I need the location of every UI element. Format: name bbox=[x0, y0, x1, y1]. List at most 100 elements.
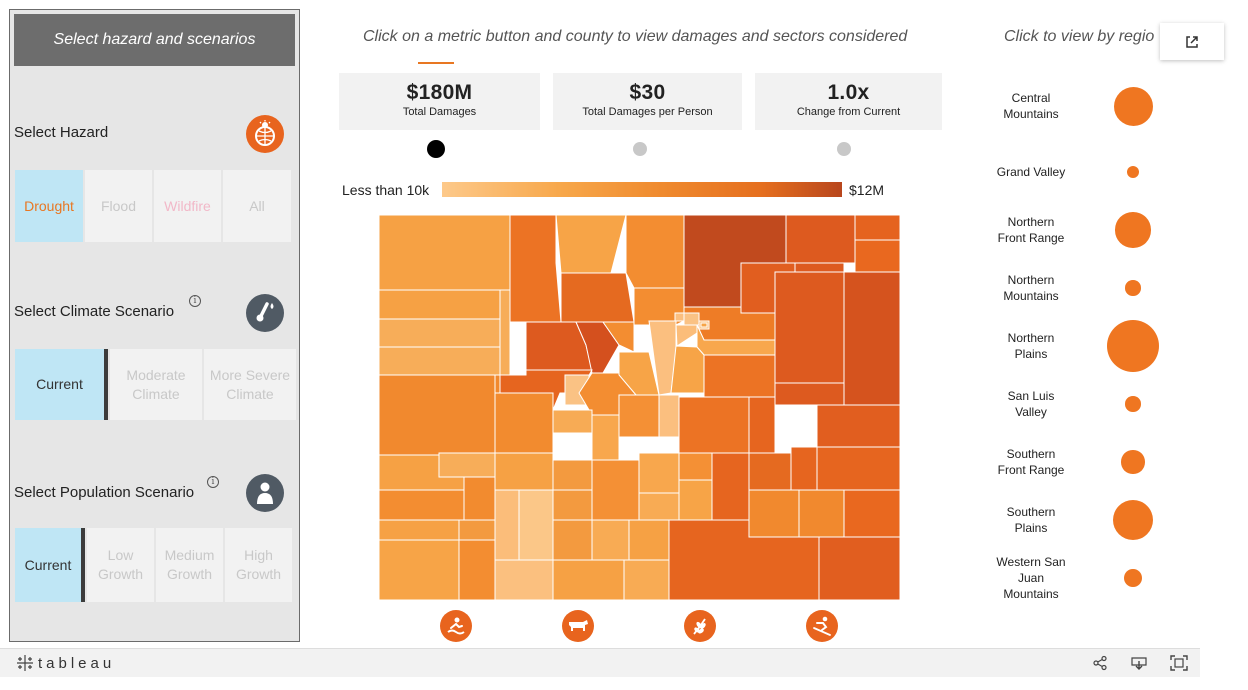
county[interactable] bbox=[458, 539, 496, 600]
share-icon[interactable] bbox=[1090, 654, 1110, 672]
county[interactable] bbox=[711, 452, 750, 521]
county[interactable] bbox=[623, 559, 670, 600]
region-bubble[interactable] bbox=[1124, 569, 1142, 587]
county[interactable] bbox=[843, 271, 900, 406]
county[interactable] bbox=[670, 345, 705, 394]
county[interactable] bbox=[379, 346, 501, 376]
county[interactable] bbox=[703, 354, 776, 398]
county[interactable] bbox=[798, 489, 845, 538]
metric-selector-dot-2[interactable] bbox=[633, 142, 647, 156]
county[interactable] bbox=[790, 446, 818, 491]
hazard-flood-button[interactable]: Flood bbox=[85, 170, 152, 242]
county[interactable] bbox=[633, 287, 685, 326]
county[interactable] bbox=[552, 559, 625, 600]
metric-selector-dot-1[interactable] bbox=[427, 140, 445, 158]
hazard-all-button[interactable]: All bbox=[223, 170, 291, 242]
county[interactable] bbox=[591, 519, 630, 561]
county[interactable] bbox=[591, 459, 640, 521]
region-bubble[interactable] bbox=[1125, 396, 1141, 412]
fullscreen-icon[interactable] bbox=[1169, 654, 1189, 672]
county[interactable] bbox=[379, 539, 460, 600]
county[interactable] bbox=[379, 519, 460, 541]
region-bubble[interactable] bbox=[1125, 280, 1141, 296]
county[interactable] bbox=[552, 409, 593, 434]
population-high-button[interactable]: High Growth bbox=[225, 528, 292, 602]
metric-selector-dot-3[interactable] bbox=[837, 142, 851, 156]
county[interactable] bbox=[625, 215, 685, 289]
county[interactable] bbox=[794, 262, 845, 273]
county[interactable] bbox=[518, 489, 554, 561]
county[interactable] bbox=[774, 271, 845, 384]
county[interactable] bbox=[509, 215, 562, 323]
county[interactable] bbox=[678, 452, 713, 481]
county[interactable] bbox=[499, 289, 511, 376]
county[interactable] bbox=[675, 324, 698, 347]
recreation-icon[interactable] bbox=[440, 610, 472, 642]
region-bubble[interactable] bbox=[1112, 499, 1153, 540]
climate-current-button[interactable]: Current bbox=[15, 349, 104, 420]
region-bubble[interactable] bbox=[1115, 212, 1151, 248]
county[interactable] bbox=[494, 452, 554, 491]
population-low-button[interactable]: Low Growth bbox=[87, 528, 154, 602]
county[interactable] bbox=[560, 272, 635, 323]
climate-severe-button[interactable]: More Severe Climate bbox=[204, 349, 296, 420]
hazard-wildfire-button[interactable]: Wildfire bbox=[154, 170, 221, 242]
climate-info-icon[interactable]: i bbox=[189, 295, 201, 307]
county[interactable] bbox=[785, 215, 856, 264]
county[interactable] bbox=[458, 519, 496, 541]
crops-icon[interactable] bbox=[684, 610, 716, 642]
county[interactable] bbox=[843, 489, 900, 538]
county[interactable] bbox=[854, 239, 900, 273]
download-icon[interactable] bbox=[1129, 654, 1149, 672]
county[interactable] bbox=[774, 382, 845, 406]
county[interactable] bbox=[816, 446, 900, 491]
open-in-new-window-button[interactable] bbox=[1160, 23, 1224, 60]
county[interactable] bbox=[748, 489, 800, 538]
colorado-county-map[interactable] bbox=[379, 215, 900, 600]
metric-change-from-current[interactable]: 1.0x Change from Current bbox=[755, 73, 942, 130]
county[interactable] bbox=[748, 452, 792, 491]
population-info-icon[interactable]: i bbox=[207, 476, 219, 488]
county[interactable] bbox=[674, 312, 685, 322]
county[interactable] bbox=[552, 489, 593, 521]
county[interactable] bbox=[494, 392, 554, 454]
county[interactable] bbox=[494, 559, 554, 600]
county[interactable] bbox=[555, 215, 627, 274]
county[interactable] bbox=[638, 492, 680, 521]
region-bubble[interactable] bbox=[1107, 320, 1159, 372]
population-current-button[interactable]: Current bbox=[15, 528, 81, 602]
county[interactable] bbox=[854, 215, 900, 241]
county[interactable] bbox=[618, 394, 660, 438]
county[interactable] bbox=[658, 394, 680, 438]
tableau-logo[interactable]: tableau bbox=[16, 654, 115, 672]
county[interactable] bbox=[683, 312, 700, 326]
skiing-icon[interactable] bbox=[806, 610, 838, 642]
county[interactable] bbox=[748, 396, 776, 454]
region-bubble[interactable] bbox=[1121, 450, 1145, 474]
county[interactable] bbox=[591, 414, 620, 461]
county[interactable] bbox=[379, 215, 511, 291]
metric-total-damages[interactable]: $180M Total Damages bbox=[339, 73, 540, 130]
county[interactable] bbox=[379, 289, 501, 320]
hazard-drought-button[interactable]: Drought bbox=[15, 170, 83, 242]
county[interactable] bbox=[552, 459, 593, 491]
climate-moderate-button[interactable]: Moderate Climate bbox=[110, 349, 202, 420]
county[interactable] bbox=[678, 396, 750, 454]
metric-damages-per-person[interactable]: $30 Total Damages per Person bbox=[553, 73, 742, 130]
county[interactable] bbox=[438, 452, 496, 478]
cattle-icon[interactable] bbox=[562, 610, 594, 642]
region-bubble[interactable] bbox=[1113, 86, 1153, 126]
county[interactable] bbox=[818, 536, 900, 600]
county[interactable] bbox=[379, 374, 496, 456]
county[interactable] bbox=[494, 374, 501, 394]
region-bubble[interactable] bbox=[1127, 166, 1139, 178]
county[interactable] bbox=[463, 476, 496, 521]
county[interactable] bbox=[379, 318, 501, 348]
county[interactable] bbox=[638, 452, 680, 494]
county[interactable] bbox=[678, 479, 713, 521]
county[interactable] bbox=[816, 404, 900, 448]
population-medium-button[interactable]: Medium Growth bbox=[156, 528, 223, 602]
county[interactable] bbox=[494, 489, 520, 561]
county[interactable] bbox=[552, 519, 593, 561]
county[interactable] bbox=[379, 489, 465, 521]
